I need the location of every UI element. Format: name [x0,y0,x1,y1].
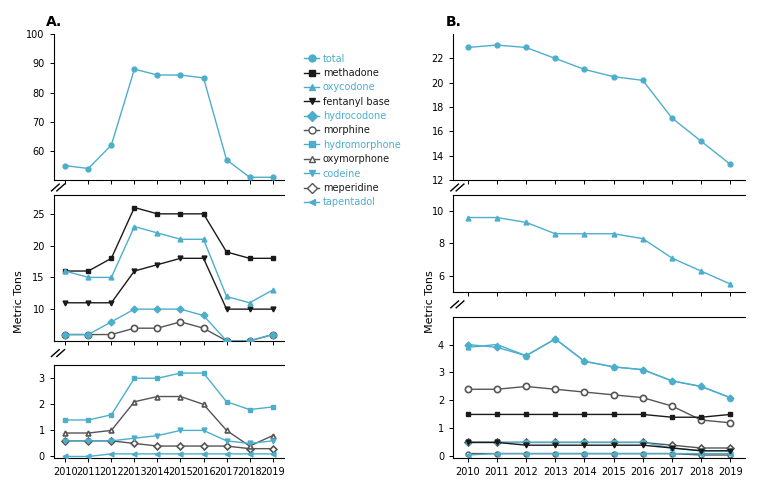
Legend: total, methadone, oxycodone, fentanyl base, hydrocodone, morphine, hydromorphone: total, methadone, oxycodone, fentanyl ba… [304,54,401,207]
Text: B.: B. [445,15,462,29]
Text: Metric Tons: Metric Tons [425,271,435,333]
Text: Metric Tons: Metric Tons [14,271,25,333]
Text: A.: A. [46,15,62,29]
